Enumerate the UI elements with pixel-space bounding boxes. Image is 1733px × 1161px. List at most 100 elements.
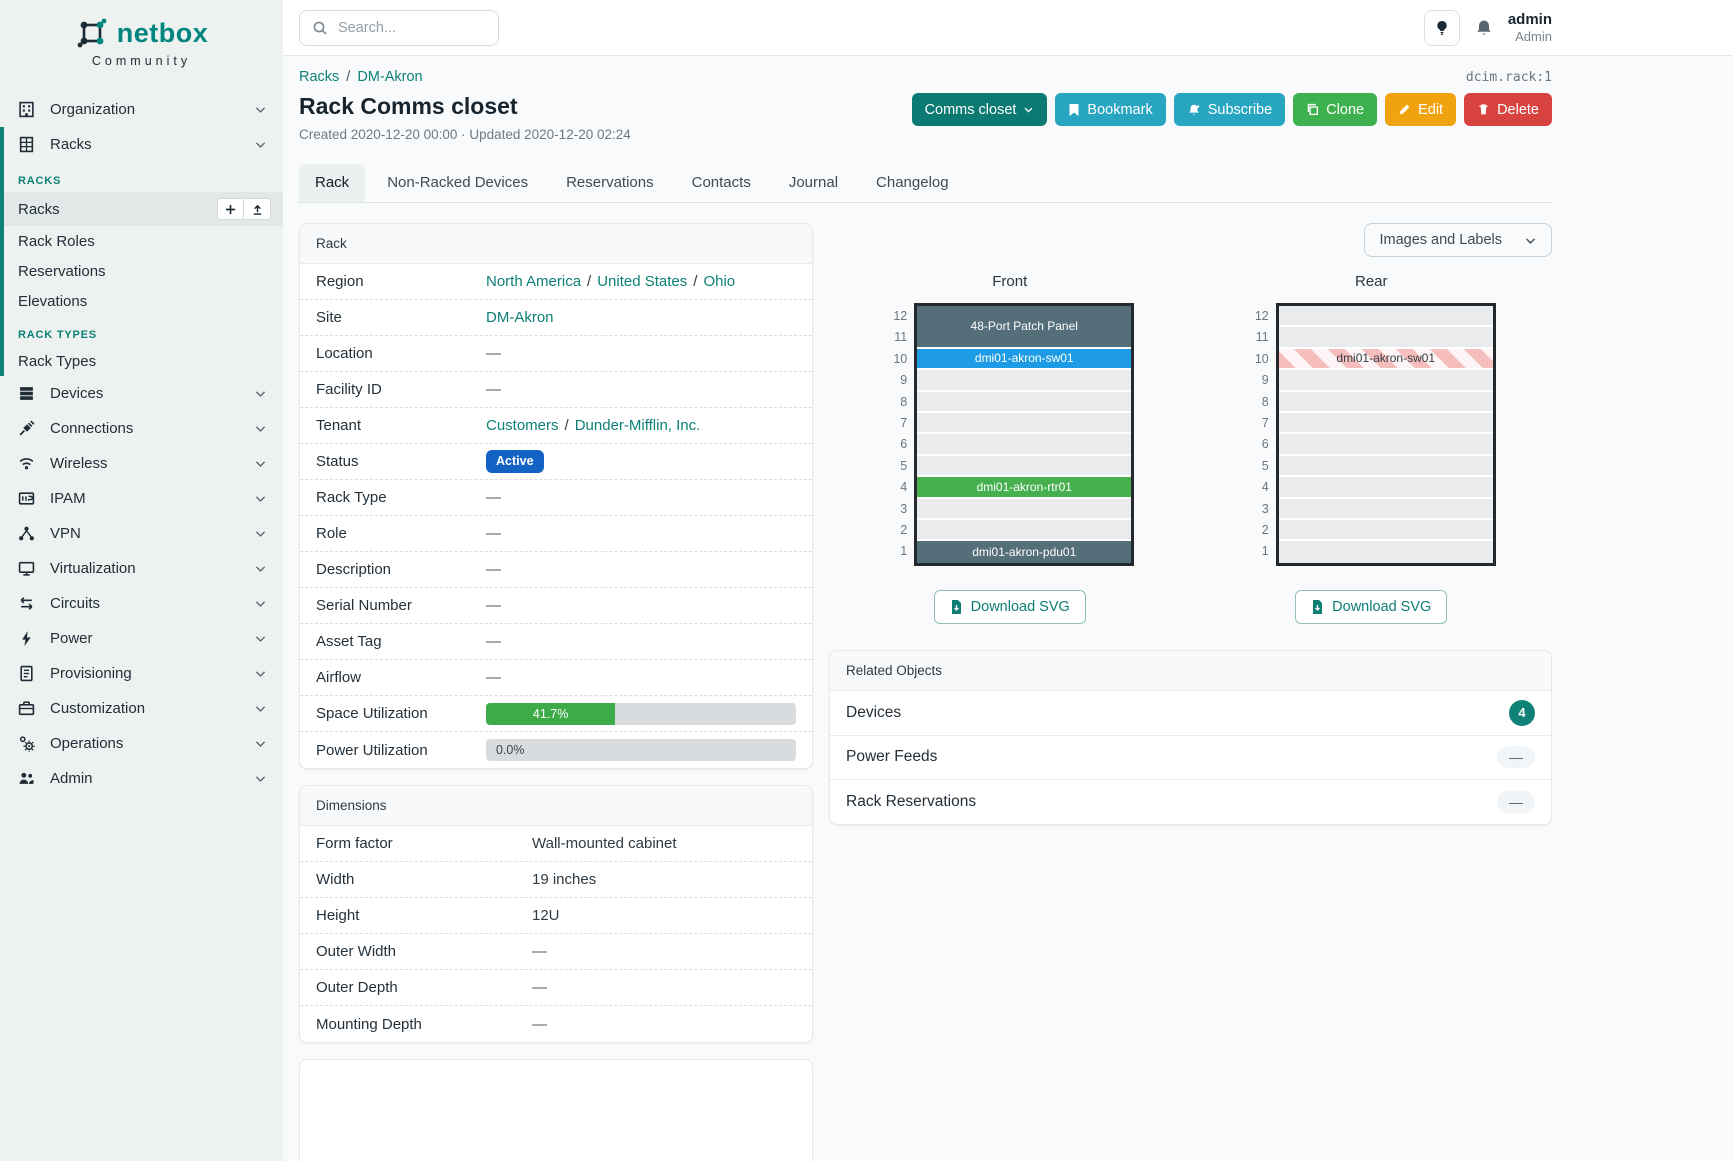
- rack-slot-empty[interactable]: [917, 455, 1132, 478]
- rack-device-switch-front[interactable]: dmi01-akron-sw01: [917, 348, 1132, 371]
- sidebar-item-connections[interactable]: Connections: [0, 411, 283, 446]
- separator: /: [693, 273, 698, 290]
- attr-outer-depth: Outer Depth —: [300, 970, 812, 1006]
- separator: /: [587, 273, 592, 290]
- sidebar-item-reservations[interactable]: Reservations: [4, 256, 283, 286]
- tab-changelog[interactable]: Changelog: [876, 174, 949, 191]
- delete-label: Delete: [1497, 101, 1539, 118]
- rack-device-patch-panel[interactable]: 48-Port Patch Panel: [917, 306, 1132, 349]
- rack-slot-empty[interactable]: [1278, 306, 1493, 328]
- add-rack-button[interactable]: [217, 198, 244, 220]
- theme-toggle-button[interactable]: [1423, 9, 1460, 46]
- clone-button[interactable]: Clone: [1293, 93, 1378, 126]
- breadcrumb-site-link[interactable]: DM-Akron: [357, 69, 423, 85]
- notifications-button[interactable]: [1474, 18, 1494, 38]
- rack-slot-empty[interactable]: [1278, 477, 1493, 499]
- sidebar-item-label: Power: [50, 630, 93, 647]
- rack-slot-empty[interactable]: [917, 370, 1132, 392]
- tab-journal[interactable]: Journal: [788, 174, 839, 191]
- rack-device-switch-rear[interactable]: dmi01-akron-sw01: [1278, 348, 1493, 371]
- related-row-rack-reservations[interactable]: Rack Reservations —: [830, 780, 1551, 824]
- attr-label: Space Utilization: [316, 705, 428, 722]
- bookmark-button[interactable]: Bookmark: [1055, 93, 1166, 126]
- attr-value: —: [486, 525, 501, 542]
- tenant-group-link[interactable]: Customers: [486, 417, 559, 434]
- rack-slot-empty[interactable]: [917, 412, 1132, 435]
- rack-device-router[interactable]: dmi01-akron-rtr01: [917, 477, 1132, 499]
- edit-button[interactable]: Edit: [1385, 93, 1457, 126]
- sidebar-item-operations[interactable]: Operations: [0, 726, 283, 761]
- attr-label: Serial Number: [316, 597, 412, 614]
- sidebar-item-label: Elevations: [18, 292, 88, 310]
- rack-group-dropdown[interactable]: Comms closet: [911, 93, 1048, 126]
- unit-number: 5: [900, 458, 908, 473]
- rack-slot-empty[interactable]: [1278, 541, 1493, 563]
- attr-value: —: [532, 943, 547, 960]
- sidebar-item-label: Customization: [50, 700, 146, 717]
- tab-contacts[interactable]: Contacts: [691, 174, 751, 191]
- rack-slot-empty[interactable]: [917, 391, 1132, 413]
- sidebar-item-customization[interactable]: Customization: [0, 691, 283, 726]
- related-row-label: Devices: [846, 703, 902, 721]
- rack-slot-empty[interactable]: [1278, 412, 1493, 435]
- rack-slot-empty[interactable]: [1278, 370, 1493, 392]
- sidebar-item-virtualization[interactable]: Virtualization: [0, 551, 283, 586]
- network-nodes-icon: [18, 525, 35, 542]
- sidebar-item-organization[interactable]: Organization: [0, 92, 283, 127]
- subscribe-button[interactable]: Subscribe: [1173, 93, 1286, 126]
- edit-label: Edit: [1418, 101, 1444, 118]
- sidebar-item-rack-types[interactable]: Rack Types: [4, 346, 283, 376]
- rear-unit-numbers: 12 11 10 9 8 7 6 5 4 3 2 1: [1247, 303, 1269, 566]
- region-link[interactable]: Ohio: [703, 273, 736, 290]
- tab-reservations[interactable]: Reservations: [566, 174, 654, 191]
- rack-slot-empty[interactable]: [917, 498, 1132, 520]
- search-input[interactable]: [338, 19, 486, 36]
- download-svg-rear-button[interactable]: Download SVG: [1295, 589, 1448, 624]
- unit-number: 3: [1261, 501, 1269, 516]
- related-row-power-feeds[interactable]: Power Feeds —: [830, 736, 1551, 780]
- region-link[interactable]: United States: [597, 273, 688, 290]
- sidebar-item-provisioning[interactable]: Provisioning: [0, 656, 283, 691]
- related-row-devices[interactable]: Devices 4: [830, 691, 1551, 736]
- sidebar-item-elevations[interactable]: Elevations: [4, 286, 283, 316]
- rack-slot-empty[interactable]: [1278, 434, 1493, 456]
- sidebar-item-devices[interactable]: Devices: [0, 376, 283, 411]
- site-link[interactable]: DM-Akron: [486, 309, 554, 326]
- rack-slot-empty[interactable]: [1278, 391, 1493, 413]
- sidebar-item-racks-group[interactable]: Racks: [4, 127, 283, 162]
- sidebar-item-racks[interactable]: Racks: [4, 192, 283, 226]
- sidebar-item-circuits[interactable]: Circuits: [0, 586, 283, 621]
- sidebar-item-admin[interactable]: Admin: [0, 761, 283, 796]
- tab-non-racked-devices[interactable]: Non-Racked Devices: [387, 174, 529, 191]
- rack-slot-empty[interactable]: [1278, 455, 1493, 478]
- chevron-down-icon: [254, 422, 267, 435]
- tenant-link[interactable]: Dunder-Mifflin, Inc.: [574, 417, 701, 434]
- brand[interactable]: netbox Community: [0, 0, 283, 74]
- tab-rack[interactable]: Rack: [299, 164, 366, 202]
- rack-device-pdu[interactable]: dmi01-akron-pdu01: [917, 541, 1132, 563]
- sidebar-item-power[interactable]: Power: [0, 621, 283, 656]
- racks-quick-actions: [217, 198, 271, 220]
- sidebar-item-ipam[interactable]: IPAM: [0, 481, 283, 516]
- rack-slot-empty[interactable]: [1278, 498, 1493, 520]
- attr-label: Description: [316, 561, 392, 578]
- attr-label: Facility ID: [316, 381, 382, 398]
- delete-button[interactable]: Delete: [1464, 93, 1552, 126]
- breadcrumb-racks-link[interactable]: Racks: [299, 69, 340, 85]
- sidebar-item-wireless[interactable]: Wireless: [0, 446, 283, 481]
- building-icon: [18, 101, 35, 118]
- chevron-down-icon: [254, 702, 267, 715]
- rack-slot-empty[interactable]: [1278, 519, 1493, 542]
- region-link[interactable]: North America: [486, 273, 582, 290]
- rack-panel-title: Rack: [300, 224, 812, 264]
- rack-slot-empty[interactable]: [1278, 327, 1493, 349]
- search-box[interactable]: [299, 9, 499, 46]
- user-menu[interactable]: admin Admin: [1508, 11, 1552, 45]
- download-svg-front-button[interactable]: Download SVG: [933, 589, 1086, 624]
- sidebar-item-vpn[interactable]: VPN: [0, 516, 283, 551]
- elevation-display-select[interactable]: Images and Labels: [1364, 223, 1552, 257]
- import-rack-button[interactable]: [244, 198, 271, 220]
- rack-slot-empty[interactable]: [917, 519, 1132, 542]
- rack-slot-empty[interactable]: [917, 434, 1132, 456]
- sidebar-item-rack-roles[interactable]: Rack Roles: [4, 226, 283, 256]
